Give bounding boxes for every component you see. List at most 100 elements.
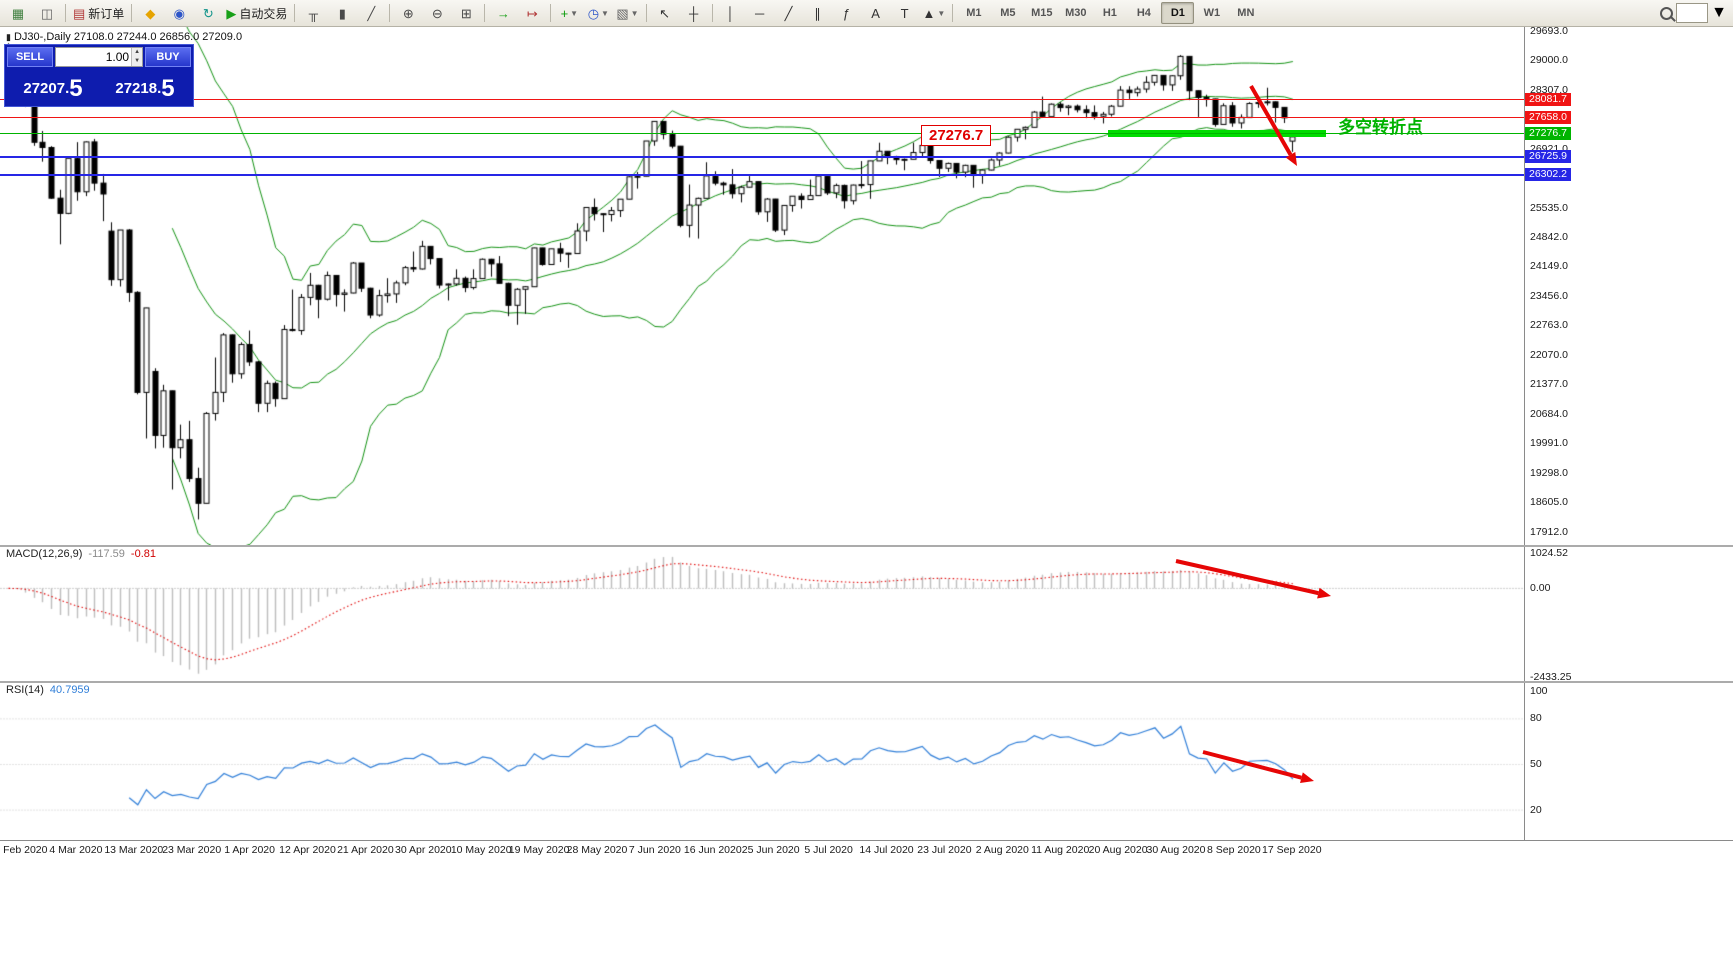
volume-up-icon[interactable]: ▲ [132,48,142,57]
timeframe-m5[interactable]: M5 [1000,7,1016,19]
indicators-button[interactable]: + ▼ [555,1,583,25]
periods-icon: ◷ [587,5,600,21]
date-label: 10 May 2020 [450,844,512,856]
date-label: 23 Mar 2020 [162,844,222,856]
level-line-27658.0[interactable] [0,116,1524,118]
equidistant-channel-button[interactable]: ∥ [804,1,832,25]
toolbar-separator [711,4,713,22]
price-axis-label: 24149.0 [1530,260,1568,273]
main-chart-canvas[interactable] [0,27,1524,545]
equidistant-channel-icon: ∥ [814,5,821,21]
rsi-panel-separator[interactable] [0,681,1733,683]
timeframe-h1[interactable]: H1 [1102,7,1117,19]
search-input[interactable] [1676,3,1709,23]
date-label: 1 Apr 2020 [224,844,275,856]
candlestick-type-button[interactable]: ▮ [328,1,356,25]
level-line-27276.7[interactable] [0,132,1524,134]
new-order-button[interactable]: ▤ 新订单 [70,1,127,25]
text-label-button[interactable]: T [891,1,919,25]
fibonacci-icon: ƒ [842,5,851,21]
templates-button[interactable]: ▧ ▼ [613,1,641,25]
zoom-in-icon: ⊕ [402,5,414,21]
crosshair-button[interactable]: ┼ [680,1,708,25]
periods-button[interactable]: ◷ ▼ [584,1,612,25]
tile-windows-button[interactable]: ⊞ [452,1,480,25]
date-label: 30 Aug 2020 [1146,844,1206,856]
toolbar-separator [645,4,647,22]
trendline-button[interactable]: ╱ [775,1,803,25]
toolbar-separator [65,4,66,22]
date-label: 24 Feb 2020 [0,844,48,856]
refresh-icon: ↻ [202,5,214,21]
timeframe-h4[interactable]: H4 [1136,7,1151,19]
date-label: 20 Aug 2020 [1088,844,1148,856]
cursor-button[interactable]: ↖ [651,1,679,25]
time-axis-border [0,840,1733,841]
sell-button[interactable]: SELL [7,47,53,67]
timeframe-m15[interactable]: M15 [1031,7,1053,19]
autotrading-button[interactable]: ▶ 自动交易 [223,1,290,25]
bar-chart-type-button[interactable]: ╥ [299,1,327,25]
arrows-button[interactable]: ▲ ▼ [920,1,949,25]
level-line-26725.9[interactable] [0,155,1524,158]
rsi-canvas[interactable] [0,683,1524,840]
horizontal-line-icon: ─ [754,5,765,21]
timeframe-w1[interactable]: W1 [1203,7,1221,19]
zoom-out-button[interactable]: ⊖ [423,1,451,25]
price-axis-label: 29693.0 [1530,24,1568,37]
macd-panel-separator[interactable] [0,545,1733,547]
toolbar-separator [389,4,391,22]
price-callout[interactable]: 27276.7 [921,125,992,146]
date-label: 30 Apr 2020 [394,844,452,856]
volume-spinner[interactable]: ▲ ▼ [131,48,142,66]
turning-point-annotation[interactable]: 多空转折点 [1338,118,1423,137]
timeframe-mn[interactable]: MN [1237,7,1255,19]
macd-canvas[interactable] [0,547,1524,681]
volume-input[interactable] [56,48,132,66]
date-label: 14 Jul 2020 [859,844,914,856]
timeframe-m1[interactable]: M1 [966,7,982,19]
metaeditor-button[interactable]: ◆ [136,1,164,25]
zoom-in-button[interactable]: ⊕ [394,1,422,25]
metaeditor-icon: ◆ [145,5,156,21]
level-line-26302.2[interactable] [0,173,1524,176]
chevron-down-icon[interactable]: ▼ [1711,4,1727,21]
text-button[interactable]: A [862,1,890,25]
sell-price[interactable]: 27207. 5 [23,75,83,102]
date-label: 11 Aug 2020 [1031,844,1090,856]
one-click-trading-panel: SELL ▲▼ BUY 27207.5 27218.5 [4,44,194,107]
price-axis-label: 17912.0 [1530,525,1568,538]
chevron-down-icon: ▼ [630,8,639,18]
volume-down-icon[interactable]: ▼ [132,57,142,66]
refresh-button[interactable]: ↻ [194,1,222,25]
date-label: 7 Jun 2020 [628,844,681,856]
level-badge-26302.2: 26302.2 [1525,168,1571,182]
buy-price[interactable]: 27218. 5 [115,75,175,102]
date-label: 2 Aug 2020 [975,844,1029,856]
fibonacci-button[interactable]: ƒ [833,1,861,25]
timeframe-m30[interactable]: M30 [1065,7,1087,19]
search-icon[interactable] [1660,6,1674,20]
level-line-28081.7[interactable] [0,98,1524,100]
strategy-tester-button[interactable]: ◉ [165,1,193,25]
timeframe-d1[interactable]: D1 [1161,2,1195,24]
toolbar-separator [484,4,486,22]
price-axis-label: 23456.0 [1530,289,1568,302]
buy-button[interactable]: BUY [145,47,191,67]
bar-chart-type-icon: ╥ [308,5,318,21]
profiles-button[interactable]: ◫ [33,1,61,25]
date-label: 4 Mar 2020 [49,844,103,856]
vertical-line-icon: │ [726,5,735,21]
horizontal-line-button[interactable]: ─ [746,1,774,25]
date-label: 8 Sep 2020 [1207,844,1261,856]
rsi-label: RSI(14) 40.7959 [6,684,90,696]
chart-shift-button[interactable]: ↦ [518,1,546,25]
profiles-icon: ◫ [40,5,54,21]
vertical-line-button[interactable]: │ [717,1,745,25]
new-chart-button[interactable]: ▦ [4,1,32,25]
price-axis-label: 21377.0 [1530,378,1568,391]
auto-scroll-button[interactable]: → [489,1,517,25]
rsi-axis-label: 50 [1530,758,1542,770]
line-chart-type-button[interactable]: ╱ [357,1,385,25]
